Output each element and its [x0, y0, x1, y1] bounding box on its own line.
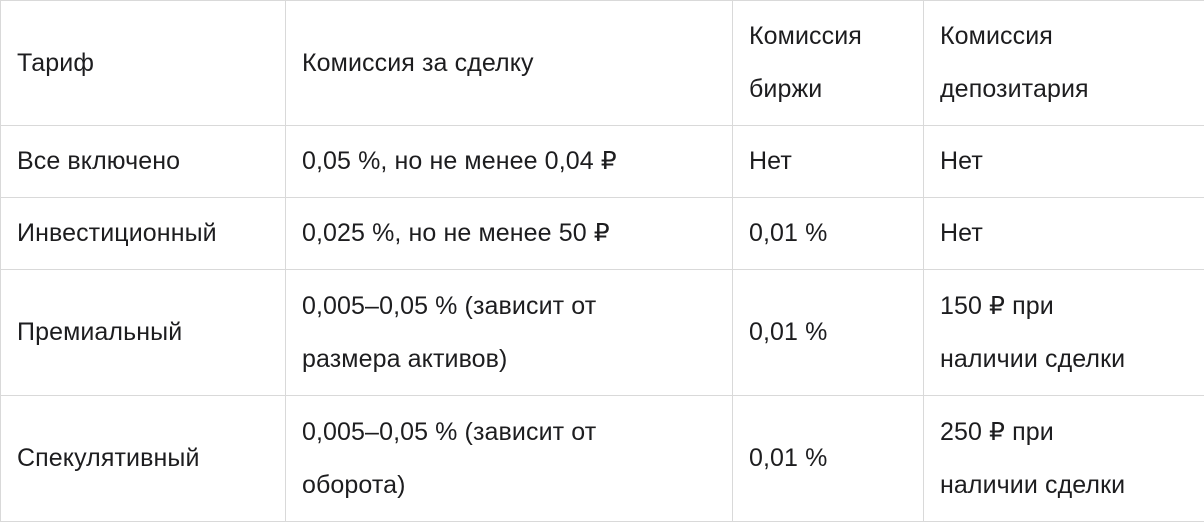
- column-header: Комиссия за сделку: [286, 1, 733, 126]
- table-cell: Нет: [924, 198, 1204, 270]
- table-cell: Все включено: [1, 126, 286, 198]
- table-cell: Премиальный: [1, 270, 286, 396]
- table-cell: Спекулятивный: [1, 396, 286, 522]
- table-cell: 150 ₽ при наличии сделки: [924, 270, 1204, 396]
- table-cell: 0,05 %, но не менее 0,04 ₽: [286, 126, 733, 198]
- column-header: Тариф: [1, 1, 286, 126]
- table-cell: 0,01 %: [733, 198, 924, 270]
- table-cell: 0,01 %: [733, 270, 924, 396]
- table-cell: 0,01 %: [733, 396, 924, 522]
- table-cell: 0,005–0,05 % (зависит от оборота): [286, 396, 733, 522]
- table-cell: Нет: [733, 126, 924, 198]
- column-header: Комиссия депозитария: [924, 1, 1204, 126]
- table-cell: 0,005–0,05 % (зависит от размера активов…: [286, 270, 733, 396]
- table-cell: 250 ₽ при наличии сделки: [924, 396, 1204, 522]
- table-cell: 0,025 %, но не менее 50 ₽: [286, 198, 733, 270]
- table-cell: Нет: [924, 126, 1204, 198]
- table-cell: Инвестиционный: [1, 198, 286, 270]
- column-header: Комиссия биржи: [733, 1, 924, 126]
